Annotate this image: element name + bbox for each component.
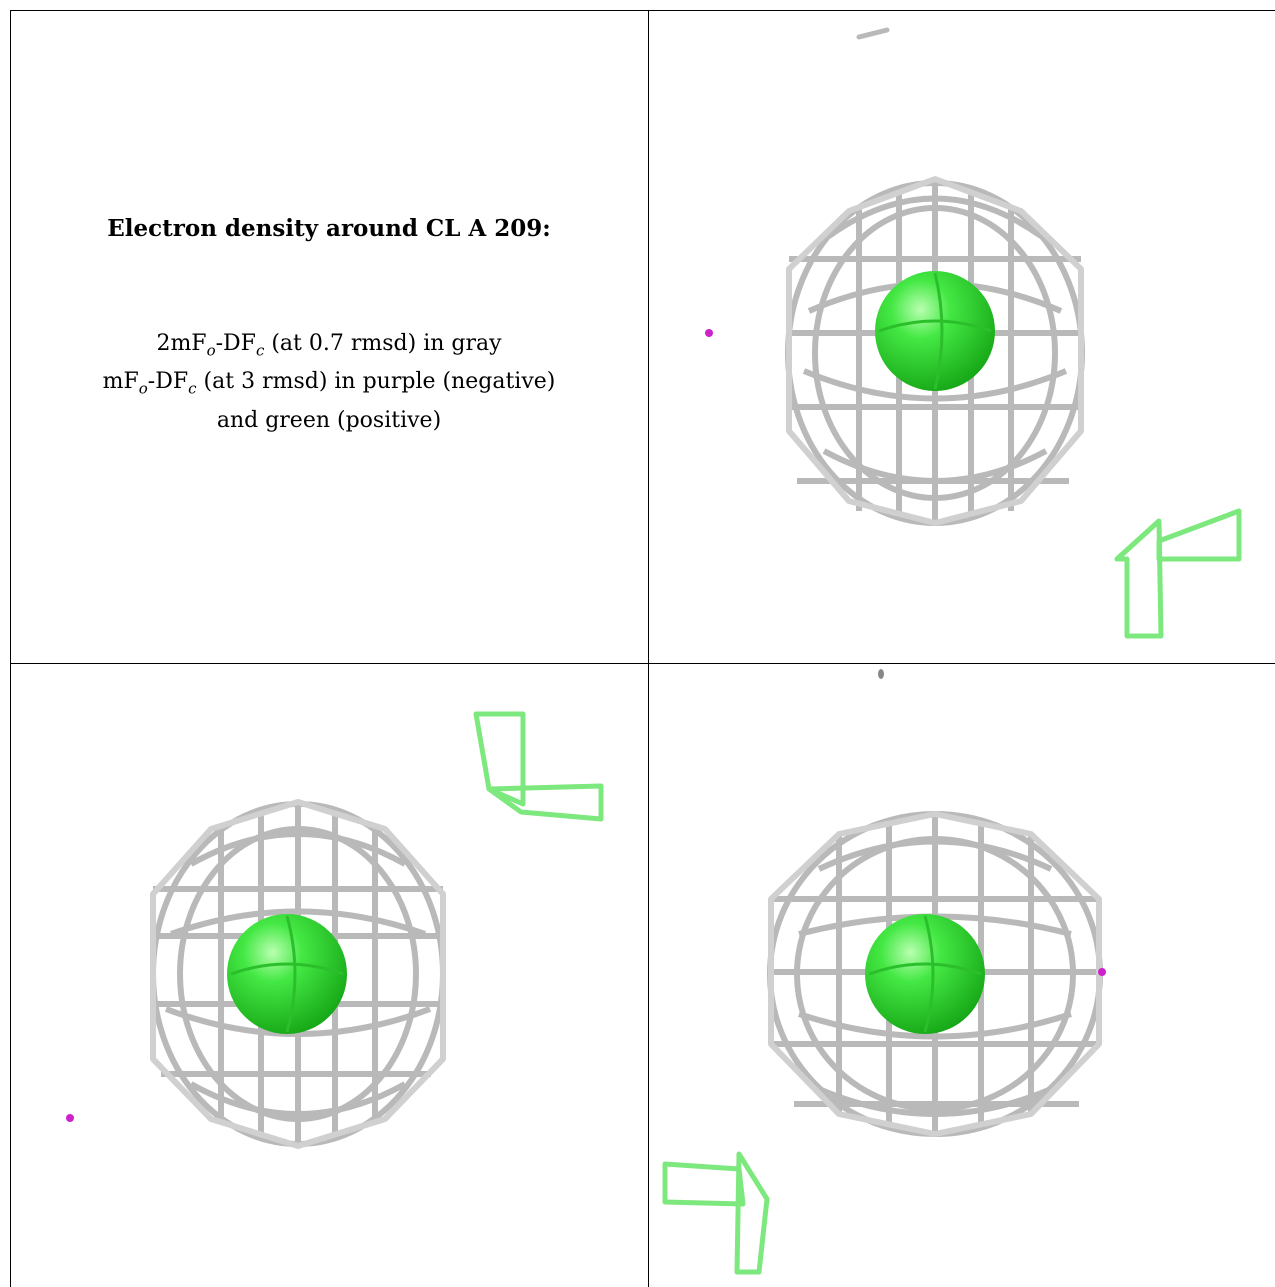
view-top-right [705,27,1242,639]
caption-panel: Electron density around CL A 209: 2mFo-D… [10,10,648,663]
caption-title: Electron density around CL A 209: [107,215,551,242]
border-middle-horizontal [10,663,1275,664]
negative-density-blob [1098,968,1106,976]
border-left [10,10,11,1287]
positive-density-mesh [662,1151,770,1275]
caption-legend: 2mFo-DFc (at 0.7 rmsd) in gray mFo-DFc (… [10,328,648,437]
border-middle-vertical [648,10,649,1287]
chloride-atom [875,271,995,391]
stray-mesh-fragment [878,669,884,679]
stray-mesh-fragment [856,27,890,40]
positive-density-mesh [473,711,604,822]
view-bottom-right [662,669,1106,1275]
view-bottom-left [66,711,604,1149]
chloride-atom [865,914,985,1034]
border-top [10,10,1275,11]
negative-density-blob [705,329,713,337]
legend-line-2fo-fc: 2mFo-DFc (at 0.7 rmsd) in gray [156,331,502,360]
legend-line-fo-fc: mFo-DFc (at 3 rmsd) in purple (negative) [102,369,556,398]
positive-density-mesh [1114,508,1242,639]
legend-line-colors: and green (positive) [216,407,442,433]
chloride-atom [227,914,347,1034]
negative-density-blob [66,1114,74,1122]
